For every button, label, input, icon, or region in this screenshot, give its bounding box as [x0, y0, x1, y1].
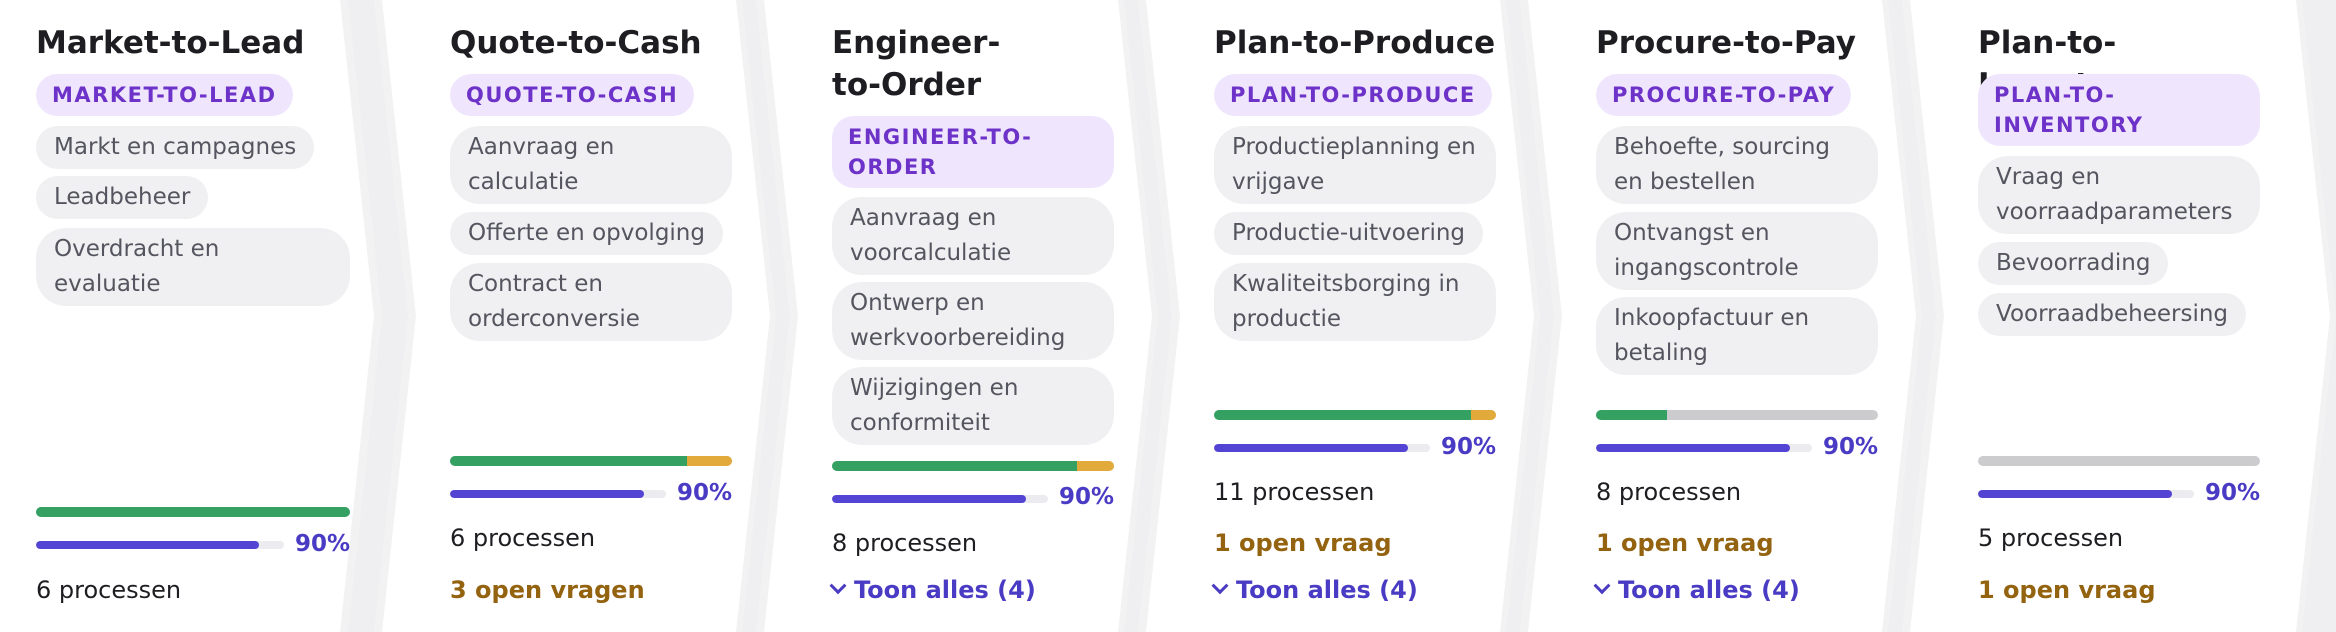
status-bar [1978, 456, 2260, 466]
status-segment-done [1596, 410, 1667, 420]
process-pill[interactable]: Kwaliteitsborging in productie [1214, 263, 1496, 341]
show-all-label: Toon alles (4) [1618, 576, 1800, 604]
stage-plan-to-produce[interactable]: Plan-to-Produce PLAN-TO-PRODUCE Producti… [1211, 0, 1496, 632]
progress-track [1214, 444, 1430, 452]
process-pill[interactable]: Voorraadbeheersing [1978, 293, 2247, 336]
progress-track [1978, 490, 2194, 498]
progress-track [450, 490, 666, 498]
stage-plan-to-inventory[interactable]: Plan-to-Inventory PLAN-TO-INVENTORY Vraa… [1978, 0, 2260, 632]
process-count: 8 processen [832, 529, 978, 557]
process-pill[interactable]: Markt en campagnes [36, 126, 315, 169]
process-pill[interactable]: Leadbeheer [36, 176, 209, 219]
status-bar [832, 461, 1114, 471]
process-count: 8 processen [1596, 478, 1742, 506]
stage-badge: PLAN-TO-INVENTORY [1978, 74, 2260, 146]
progress-label: 90% [676, 480, 732, 506]
process-pill[interactable]: Bevoorrading [1978, 242, 2169, 285]
show-all-button[interactable]: Toon alles (4) [1211, 574, 1418, 606]
process-pill[interactable]: Ontwerp en werkvoorbereiding [832, 282, 1114, 360]
open-questions-link[interactable]: 3 open vragen [450, 576, 645, 604]
status-bar [1214, 410, 1496, 420]
status-bar [450, 456, 732, 466]
progress-label: 90% [2204, 480, 2260, 506]
status-segment-done [36, 507, 350, 517]
chevron-down-icon [1211, 577, 1229, 595]
status-segment-open [686, 456, 732, 466]
stage-procure-to-pay[interactable]: Procure-to-Pay PROCURE-TO-PAY Behoefte, … [1593, 0, 1878, 632]
stage-title: Engineer-to-Order [832, 25, 1001, 103]
process-pill[interactable]: Offerte en opvolging [450, 212, 723, 255]
stage-market-to-lead[interactable]: Market-to-Lead MARKET-TO-LEAD Markt en c… [36, 0, 350, 632]
show-all-label: Toon alles (4) [854, 576, 1036, 604]
show-all-label: Toon alles (4) [1236, 576, 1418, 604]
progress-track [1596, 444, 1812, 452]
progress-label: 90% [294, 531, 350, 557]
process-pill[interactable]: Contract en orderconversie [450, 263, 732, 341]
progress-fill [1214, 444, 1409, 452]
process-pill[interactable]: Ontvangst en ingangscontrole [1596, 212, 1878, 290]
process-pill[interactable]: Aanvraag en calculatie [450, 126, 732, 204]
status-segment-open [1077, 461, 1114, 471]
stage-title: Procure-to-Pay [1596, 25, 1856, 61]
process-pill[interactable]: Inkoopfactuur en betaling [1596, 297, 1878, 375]
open-questions-link[interactable]: 1 open vraag [1214, 529, 1392, 557]
show-all-button[interactable]: Toon alles (4) [829, 574, 1036, 606]
stage-title: Plan-to-Produce [1214, 25, 1496, 61]
process-pill[interactable]: Behoefte, sourcing en bestellen [1596, 126, 1878, 204]
chevron-down-icon [829, 577, 847, 595]
stage-badge: MARKET-TO-LEAD [36, 74, 293, 116]
open-questions-link[interactable]: 1 open vraag [1978, 576, 2156, 604]
process-pill[interactable]: Vraag en voorraadparameters [1978, 156, 2260, 234]
status-bar [36, 507, 350, 517]
progress-fill [832, 495, 1027, 503]
process-count: 6 processen [450, 524, 596, 552]
chevron-down-icon [1593, 577, 1611, 595]
status-bar [1596, 410, 1878, 420]
process-count: 11 processen [1214, 478, 1375, 506]
progress-track [36, 541, 284, 549]
process-pill[interactable]: Wijzigingen en conformiteit [832, 367, 1114, 445]
process-count: 5 processen [1978, 524, 2124, 552]
stage-badge: PLAN-TO-PRODUCE [1214, 74, 1492, 116]
status-segment-done [450, 456, 687, 466]
progress-fill [36, 541, 260, 549]
process-pill[interactable]: Productie-uitvoering [1214, 212, 1484, 255]
status-segment-done [832, 461, 1078, 471]
process-pill[interactable]: Overdracht en evaluatie [36, 228, 350, 306]
progress-fill [450, 490, 645, 498]
stage-badge: ENGINEER-TO-ORDER [832, 116, 1114, 188]
open-questions-link[interactable]: 1 open vraag [1596, 529, 1774, 557]
show-all-button[interactable]: Toon alles (4) [1593, 574, 1800, 606]
status-segment-done [1214, 410, 1471, 420]
process-pill[interactable]: Aanvraag en voorcalculatie [832, 197, 1114, 275]
stage-badge: PROCURE-TO-PAY [1596, 74, 1852, 116]
progress-fill [1978, 490, 2173, 498]
progress-label: 90% [1822, 434, 1878, 460]
progress-label: 90% [1440, 434, 1496, 460]
progress-fill [1596, 444, 1791, 452]
process-count: 6 processen [36, 576, 182, 604]
stage-badge: QUOTE-TO-CASH [450, 74, 695, 116]
progress-label: 90% [1058, 484, 1114, 510]
process-pill[interactable]: Productieplanning en vrijgave [1214, 126, 1496, 204]
stage-title: Quote-to-Cash [450, 25, 702, 61]
stage-engineer-to-order[interactable]: Engineer-to-Order ENGINEER-TO-ORDER Aanv… [829, 0, 1114, 632]
stage-quote-to-cash[interactable]: Quote-to-Cash QUOTE-TO-CASH Aanvraag en … [450, 0, 732, 632]
stage-title: Market-to-Lead [36, 25, 305, 61]
status-segment-open [1470, 410, 1496, 420]
progress-track [832, 495, 1048, 503]
